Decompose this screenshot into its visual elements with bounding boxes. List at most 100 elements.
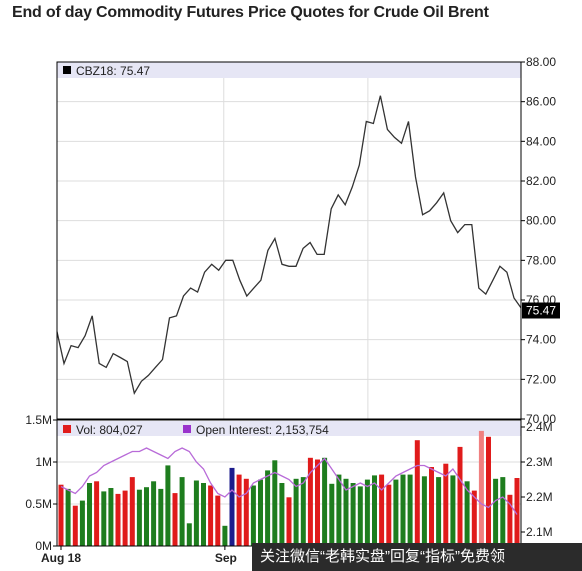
price-y-axis: 70.0072.0074.0076.0078.0080.0082.0084.00…: [521, 55, 556, 426]
volume-bar: [293, 478, 299, 546]
price-last-value-box: [522, 302, 560, 319]
volume-y-tick-label: 0.5M: [25, 497, 52, 511]
volume-y-tick-label: 1M: [35, 455, 52, 469]
volume-bar: [307, 457, 313, 546]
volume-bar: [101, 491, 107, 546]
volume-bar: [400, 474, 406, 546]
price-y-tick-label: 82.00: [526, 174, 556, 188]
volume-bar: [300, 477, 306, 546]
volume-bar: [186, 523, 192, 546]
volume-bar: [215, 495, 221, 546]
watermark-banner: 关注微信“老韩实盘”回复“指标”免费领: [252, 543, 582, 571]
price-y-tick-label: 86.00: [526, 95, 556, 109]
price-panel: 70.0072.0074.0076.0078.0080.0082.0084.00…: [56, 55, 560, 426]
open-interest-y-tick-label: 2.4M: [526, 420, 553, 434]
open-interest-y-tick-label: 2.2M: [526, 490, 553, 504]
volume-bar: [407, 474, 413, 546]
volume-bar: [108, 488, 114, 546]
volume-bar: [265, 470, 271, 546]
volume-bar: [493, 478, 499, 546]
price-legend-label: CBZ18: 75.47: [76, 64, 150, 78]
price-legend-band: [57, 62, 521, 78]
price-legend-swatch: [63, 66, 71, 74]
volume-bar: [79, 500, 85, 546]
volume-bar: [464, 481, 470, 546]
volume-legend-label: Vol: 804,027: [76, 423, 143, 437]
open-interest-legend-label: Open Interest: 2,153,754: [196, 423, 329, 437]
volume-bar: [421, 476, 427, 546]
volume-y-tick-label: 0M: [35, 539, 52, 553]
volume-bar: [115, 493, 121, 546]
volume-bar: [478, 430, 484, 546]
volume-bar: [193, 480, 199, 546]
price-y-tick-label: 88.00: [526, 55, 556, 69]
volume-bar: [272, 460, 278, 546]
volume-bar: [258, 479, 263, 546]
volume-bar: [450, 475, 456, 546]
x-axis: Aug 18 Sep: [41, 546, 237, 565]
volume-bar: [201, 483, 206, 546]
volume-bar: [457, 446, 463, 546]
volume-bar: [158, 488, 164, 546]
price-last-value-label: 75.47: [526, 304, 556, 318]
volume-bar: [386, 484, 392, 546]
volume-bar: [379, 474, 385, 546]
price-y-tick-label: 74.00: [526, 333, 556, 347]
volume-bar: [364, 479, 370, 546]
volume-legend-band: [57, 421, 521, 436]
price-y-tick-label: 80.00: [526, 214, 556, 228]
volume-legend-swatch: [63, 425, 71, 433]
price-y-tick-label: 84.00: [526, 134, 556, 148]
volume-bar: [343, 478, 349, 546]
open-interest-y-axis: 2.1M 2.2M 2.3M 2.4M: [521, 420, 553, 539]
price-plot-area: [57, 62, 521, 419]
price-last-value-marker: 75.47: [522, 302, 560, 319]
volume-bar: [208, 485, 214, 546]
volume-bar: [151, 481, 157, 546]
volume-bar: [350, 483, 356, 546]
volume-bar: [222, 525, 228, 546]
volume-bar: [250, 485, 256, 546]
volume-y-axis: 0M 0.5M 1M 1.5M: [25, 413, 57, 553]
volume-bar: [87, 483, 92, 546]
volume-bar: [443, 463, 449, 546]
price-series-line: [56, 95, 522, 395]
price-gridlines: [57, 78, 521, 419]
volume-bar: [393, 479, 399, 546]
volume-bars: [58, 430, 520, 546]
volume-bar: [229, 467, 235, 546]
price-panel-frame: [56, 61, 522, 420]
open-interest-y-tick-label: 2.3M: [526, 455, 553, 469]
open-interest-line: [60, 447, 518, 515]
volume-bar: [322, 457, 328, 546]
volume-bar: [243, 478, 249, 546]
volume-bar: [236, 474, 242, 546]
volume-bar: [58, 484, 64, 546]
volume-bar: [414, 440, 420, 546]
volume-y-tick-label: 1.5M: [25, 413, 52, 427]
volume-bar: [65, 488, 71, 546]
open-interest-legend-swatch: [183, 425, 191, 433]
volume-bar: [315, 459, 320, 546]
volume-bar: [471, 490, 477, 546]
volume-bar: [286, 497, 292, 546]
volume-bar: [429, 467, 434, 546]
volume-bar: [122, 490, 128, 546]
volume-bar: [486, 436, 491, 546]
volume-bar: [94, 481, 100, 546]
page-title: End of day Commodity Futures Price Quote…: [12, 4, 489, 21]
volume-bar: [357, 486, 363, 546]
volume-bar: [336, 474, 342, 546]
volume-bar: [72, 505, 78, 546]
volume-bar: [372, 475, 377, 546]
volume-bar: [507, 494, 513, 546]
volume-bar: [144, 487, 149, 546]
volume-bar: [279, 483, 285, 546]
volume-bar: [172, 493, 178, 546]
volume-bar: [500, 477, 506, 546]
volume-bar: [179, 477, 185, 546]
volume-bar: [514, 478, 520, 546]
x-tick-label: Sep: [215, 551, 237, 565]
price-y-tick-label: 78.00: [526, 253, 556, 267]
